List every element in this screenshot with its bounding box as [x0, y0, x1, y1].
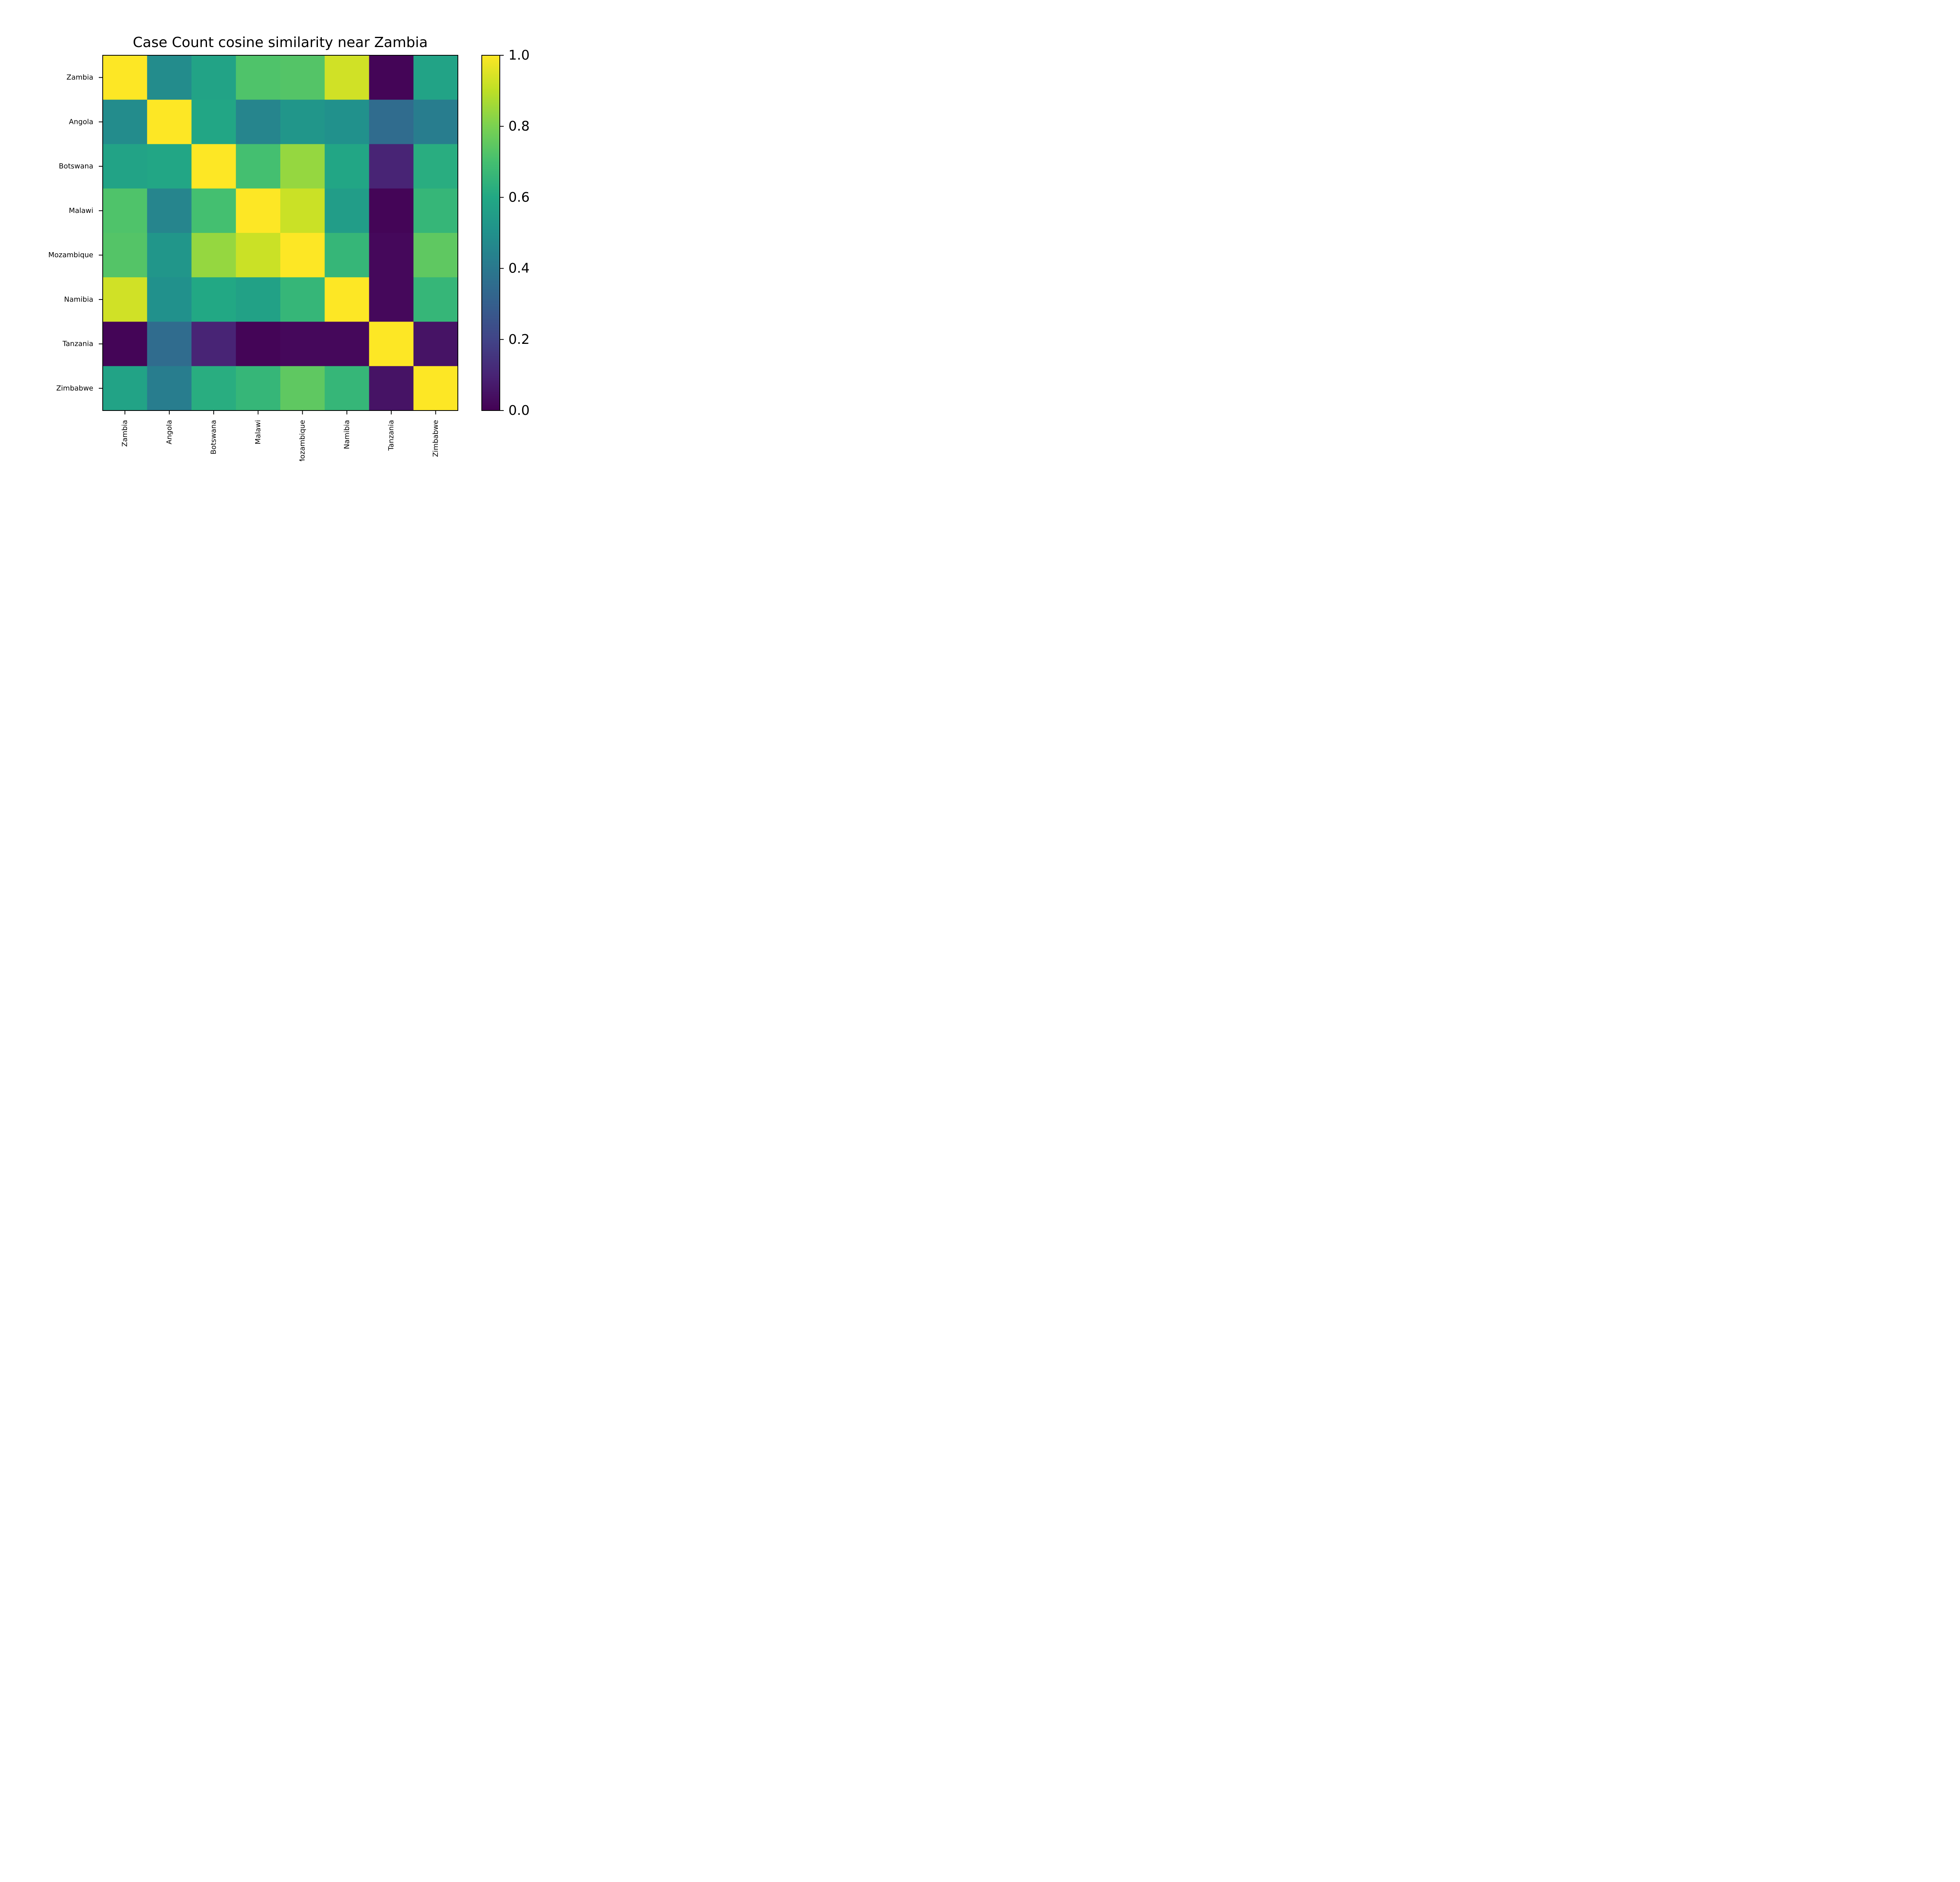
x-tick-label: Namibia [343, 420, 351, 449]
heatmap-cell [191, 233, 236, 278]
colorbar-tick-label: 0.8 [508, 118, 530, 134]
heatmap-cell [103, 144, 147, 189]
colorbar-tick-label: 0.0 [508, 403, 530, 418]
x-tick-label: Tanzania [387, 420, 396, 451]
heatmap-cell [236, 55, 281, 100]
heatmap-cell [147, 366, 192, 411]
heatmap-cell [147, 322, 192, 367]
heatmap-cell [369, 366, 414, 411]
heatmap-cell [191, 144, 236, 189]
colorbar-tick-label: 1.0 [508, 47, 530, 63]
y-tick-label: Namibia [64, 295, 94, 303]
heatmap-cell [147, 188, 192, 233]
colorbar-tick-label: 0.6 [508, 189, 530, 205]
x-tick-label: Malawi [254, 420, 262, 444]
heatmap-cell [103, 366, 147, 411]
y-tick-label: Mozambique [48, 251, 93, 259]
heatmap-cell [280, 188, 325, 233]
heatmap-cell [147, 100, 192, 144]
x-tick-label: Zimbabwe [432, 420, 440, 457]
heatmap-cell [369, 144, 414, 189]
heatmap-cell [413, 233, 458, 278]
heatmap-cell [191, 277, 236, 322]
heatmap-cell [325, 366, 369, 411]
heatmap-cell [280, 100, 325, 144]
heatmap-cell [236, 277, 281, 322]
heatmap-cell [369, 322, 414, 367]
heatmap-cell [325, 322, 369, 367]
x-axis: Zambia Angola Botswana Malawi Mozambique Nami… [121, 411, 440, 461]
colorbar-frame [481, 55, 500, 411]
heatmap-cell [280, 144, 325, 189]
heatmap-cell [413, 100, 458, 144]
heatmap-cell [280, 366, 325, 411]
y-tick-label: Angola [69, 118, 93, 126]
heatmap-cell [413, 188, 458, 233]
heatmap-cell [280, 277, 325, 322]
x-tick-label: Botswana [210, 420, 218, 454]
heatmap-cell [413, 366, 458, 411]
heatmap-cell [236, 100, 281, 144]
heatmap-cell [325, 277, 369, 322]
heatmap-cell [236, 233, 281, 278]
x-tick-label: Mozambique [298, 420, 307, 461]
heatmap-cell [103, 233, 147, 278]
y-tick-label: Zimbabwe [56, 384, 93, 392]
heatmap-cell [413, 55, 458, 100]
x-tick-label: Angola [165, 420, 173, 444]
heatmap-cell [191, 100, 236, 144]
heatmap-cell [369, 277, 414, 322]
heatmap-cell [103, 188, 147, 233]
heatmap-cell [147, 55, 192, 100]
y-tick-label: Zambia [67, 73, 93, 82]
heatmap-chart: Case Count cosine similarity near Zambia… [48, 35, 530, 461]
colorbar-tick-label: 0.4 [508, 261, 530, 276]
heatmap-cell [413, 322, 458, 367]
heatmap-cell [280, 233, 325, 278]
colorbar-gradient [482, 55, 500, 411]
heatmap-cell [103, 322, 147, 367]
heatmap-cell [369, 100, 414, 144]
y-axis: Zambia Angola Botswana Malawi Mozambique Nami… [48, 73, 103, 392]
heatmap-cell [147, 144, 192, 189]
heatmap-cell [191, 366, 236, 411]
heatmap-cell [325, 233, 369, 278]
heatmap-cell [103, 100, 147, 144]
heatmap-cell [369, 188, 414, 233]
heatmap-cell [147, 233, 192, 278]
heatmap-cells [103, 55, 458, 411]
heatmap-cell [369, 233, 414, 278]
heatmap-cell [325, 100, 369, 144]
heatmap-cell [191, 188, 236, 233]
heatmap-cell [280, 322, 325, 367]
heatmap-cell [325, 144, 369, 189]
heatmap-cell [413, 144, 458, 189]
chart-title: Case Count cosine similarity near Zambia [133, 35, 428, 51]
heatmap-cell [191, 322, 236, 367]
x-tick-label: Zambia [121, 420, 129, 447]
heatmap-cell [369, 55, 414, 100]
heatmap-cell [147, 277, 192, 322]
heatmap-cell [280, 55, 325, 100]
y-tick-label: Botswana [59, 162, 93, 171]
heatmap-cell [236, 188, 281, 233]
heatmap-cell [103, 277, 147, 322]
colorbar-tick-label: 0.2 [508, 332, 530, 347]
heatmap-cell [413, 277, 458, 322]
heatmap-cell [191, 55, 236, 100]
colorbar: 0.0 0.2 0.4 0.6 0.8 1.0 [481, 47, 530, 418]
plot-frame [102, 55, 458, 411]
heatmap-cell [103, 55, 147, 100]
colorbar-ticks: 0.0 0.2 0.4 0.6 0.8 1.0 [500, 47, 530, 418]
heatmap-cell [236, 366, 281, 411]
heatmap-cell [325, 188, 369, 233]
heatmap-cell [236, 144, 281, 189]
y-tick-label: Malawi [69, 207, 93, 215]
heatmap-cell [325, 55, 369, 100]
heatmap-cell [236, 322, 281, 367]
y-tick-label: Tanzania [62, 340, 93, 348]
